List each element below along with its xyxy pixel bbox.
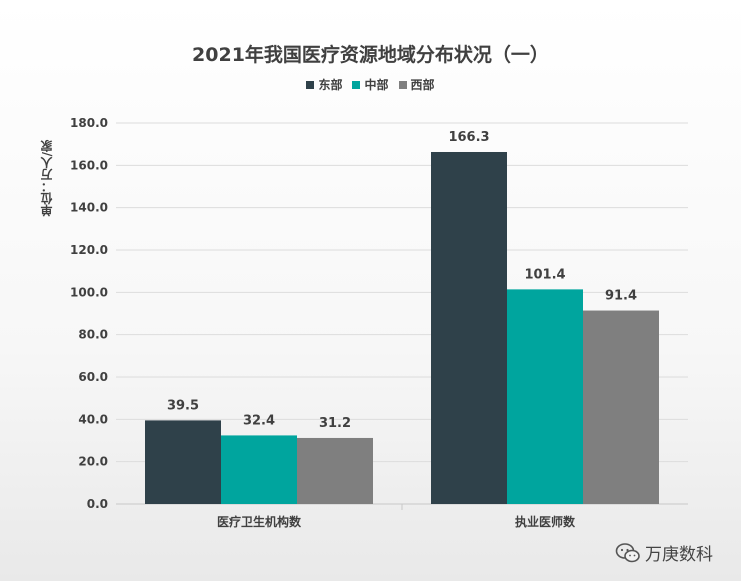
data-label: 101.4 (524, 267, 565, 282)
bar (431, 151, 507, 504)
x-tick-label: 执业医师数 (515, 514, 576, 529)
legend-item-west: 西部 (398, 76, 435, 93)
legend-swatch-central (352, 80, 361, 89)
legend-item-central: 中部 (352, 76, 389, 93)
y-tick-label: 180.0 (70, 116, 108, 130)
legend: 东部 中部 西部 (0, 76, 741, 93)
bar (221, 435, 297, 504)
y-tick-label: 40.0 (78, 412, 108, 426)
bar (583, 310, 659, 504)
legend-label-central: 中部 (364, 78, 389, 92)
legend-swatch-east (306, 80, 315, 89)
y-tick-label: 120.0 (70, 243, 108, 257)
data-label: 32.4 (243, 413, 275, 428)
y-tick-label: 80.0 (78, 328, 108, 342)
y-tick-label: 100.0 (70, 285, 108, 299)
bar (507, 289, 583, 504)
data-label: 31.2 (319, 416, 351, 431)
watermark: 万庚数科 (615, 540, 713, 565)
y-tick-label: 160.0 (70, 158, 108, 172)
data-label: 166.3 (448, 130, 489, 145)
bar (145, 420, 221, 504)
x-tick-label: 医疗卫生机构数 (217, 514, 302, 529)
watermark-text: 万庚数科 (645, 545, 713, 565)
y-tick-label: 60.0 (78, 370, 108, 384)
data-label: 39.5 (167, 398, 199, 413)
wechat-icon (615, 542, 640, 562)
data-label: 91.4 (605, 289, 637, 304)
legend-label-east: 东部 (318, 78, 343, 92)
chart-title: 2021年我国医疗资源地域分布状况（一） (192, 44, 549, 66)
y-tick-label: 140.0 (70, 201, 108, 215)
bar (297, 437, 373, 504)
legend-label-west: 西部 (410, 78, 435, 92)
legend-swatch-west (398, 80, 407, 89)
legend-item-east: 东部 (306, 76, 342, 93)
y-tick-label: 20.0 (78, 455, 108, 469)
y-tick-label: 0.0 (87, 497, 108, 511)
